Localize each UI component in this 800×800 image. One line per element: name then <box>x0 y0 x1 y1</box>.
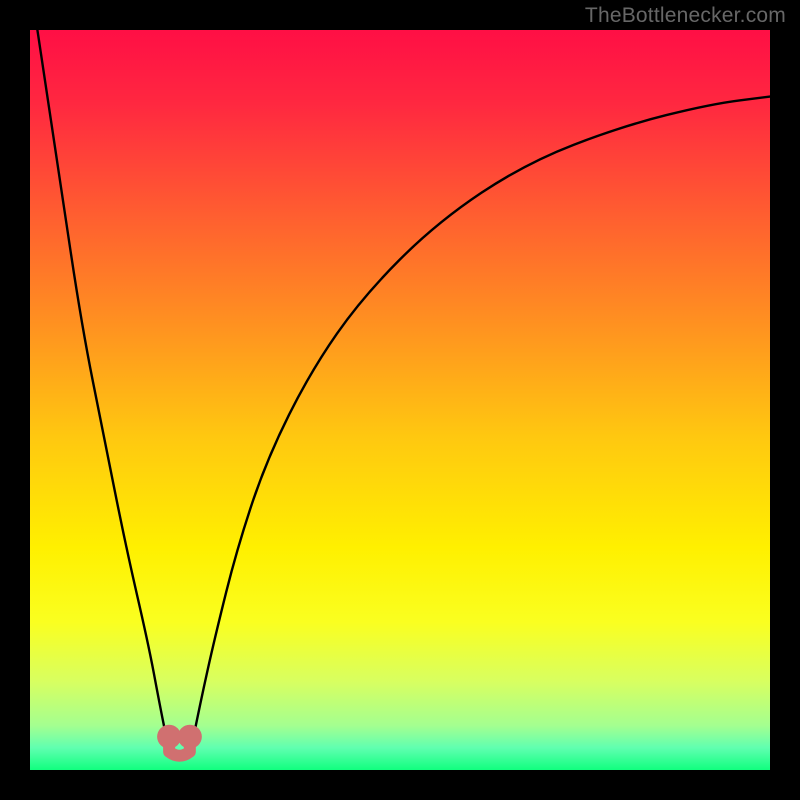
bottleneck-chart <box>0 0 800 800</box>
gradient-background <box>30 30 770 770</box>
marker-dot-1 <box>178 725 202 749</box>
marker-dot-0 <box>157 725 181 749</box>
chart-container: TheBottlenecker.com <box>0 0 800 800</box>
watermark-text: TheBottlenecker.com <box>585 4 786 28</box>
